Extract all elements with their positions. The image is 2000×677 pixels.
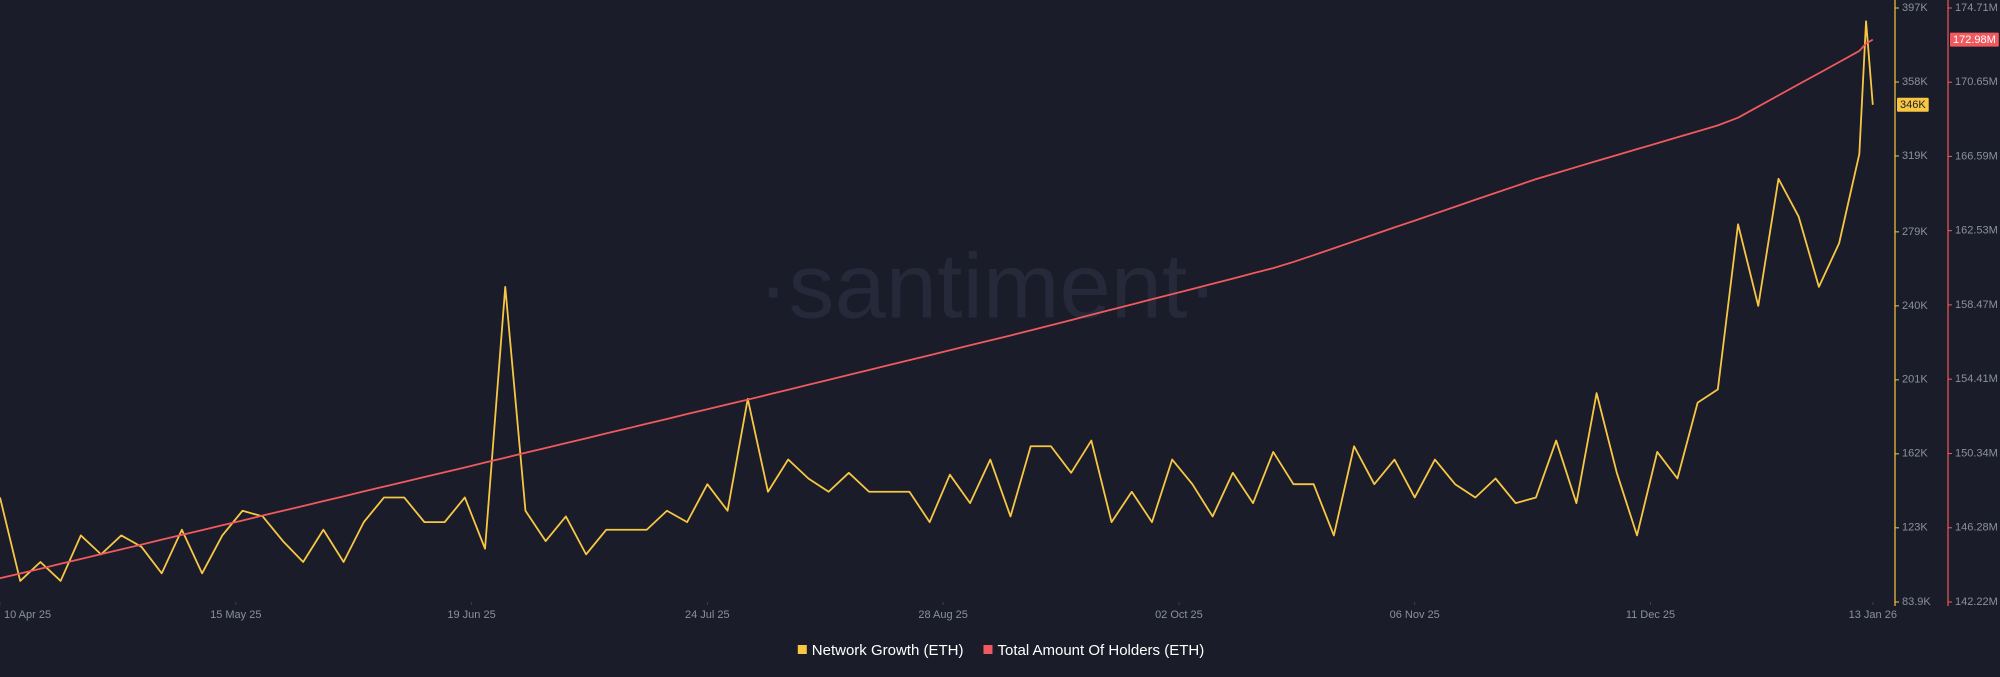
watermark: ·santiment·	[758, 235, 1218, 337]
y2-tick-label: 166.59M	[1955, 150, 1998, 162]
x-tick-label: 11 Dec 25	[1626, 609, 1675, 621]
x-tick-label: 10 Apr 25	[4, 609, 51, 621]
end-value-badge: 172.98M	[1950, 32, 1999, 47]
y-tick-label: 358K	[1902, 76, 1928, 88]
y-tick-label: 397K	[1902, 2, 1928, 14]
legend-item: Total Amount Of Holders (ETH)	[983, 642, 1204, 659]
legend-label: Total Amount Of Holders (ETH)	[997, 642, 1204, 659]
y2-tick-label: 162.53M	[1955, 225, 1998, 237]
series-line	[0, 38, 1874, 580]
legend-swatch	[983, 645, 993, 654]
end-value-badge: 346K	[1897, 97, 1929, 112]
x-tick-label: 28 Aug 25	[918, 609, 968, 621]
y2-tick-label: 170.65M	[1955, 76, 1998, 88]
x-tick-label: 24 Jul 25	[685, 609, 730, 621]
end-value-label: 172.98M	[1953, 34, 1996, 46]
y2-tick-label: 174.71M	[1955, 2, 1998, 14]
y2-tick-label: 154.41M	[1955, 373, 1998, 385]
y-tick-label: 319K	[1902, 150, 1928, 162]
y2-tick-label: 146.28M	[1955, 522, 1998, 534]
x-tick-label: 06 Nov 25	[1390, 609, 1440, 621]
x-tick-label: 13 Jan 26	[1849, 609, 1897, 621]
y2-tick-label: 158.47M	[1955, 299, 1998, 311]
y-tick-label: 201K	[1902, 374, 1928, 386]
legend: Network Growth (ETH) Total Amount Of Hold…	[797, 642, 1204, 659]
y-tick-label: 83.9K	[1902, 596, 1931, 608]
end-value-badge-bg	[1950, 32, 1999, 47]
x-tick-label: 19 Jun 25	[447, 609, 495, 621]
y-tick-label: 162K	[1902, 448, 1928, 460]
end-value-badge-bg	[1897, 97, 1929, 112]
y-tick-label: 240K	[1902, 300, 1928, 312]
y2-tick-label: 142.22M	[1955, 596, 1998, 608]
y2-tick-label: 150.34M	[1955, 447, 1998, 459]
x-tick-label: 02 Oct 25	[1155, 609, 1203, 621]
legend-swatch	[797, 645, 807, 654]
x-tick-label: 15 May 25	[210, 609, 261, 621]
y-tick-label: 279K	[1902, 226, 1928, 238]
y-tick-label: 123K	[1902, 522, 1928, 534]
end-value-label: 346K	[1900, 99, 1926, 111]
series-line	[0, 20, 1874, 582]
legend-item: Network Growth (ETH)	[797, 642, 964, 659]
legend-label: Network Growth (ETH)	[812, 642, 964, 659]
